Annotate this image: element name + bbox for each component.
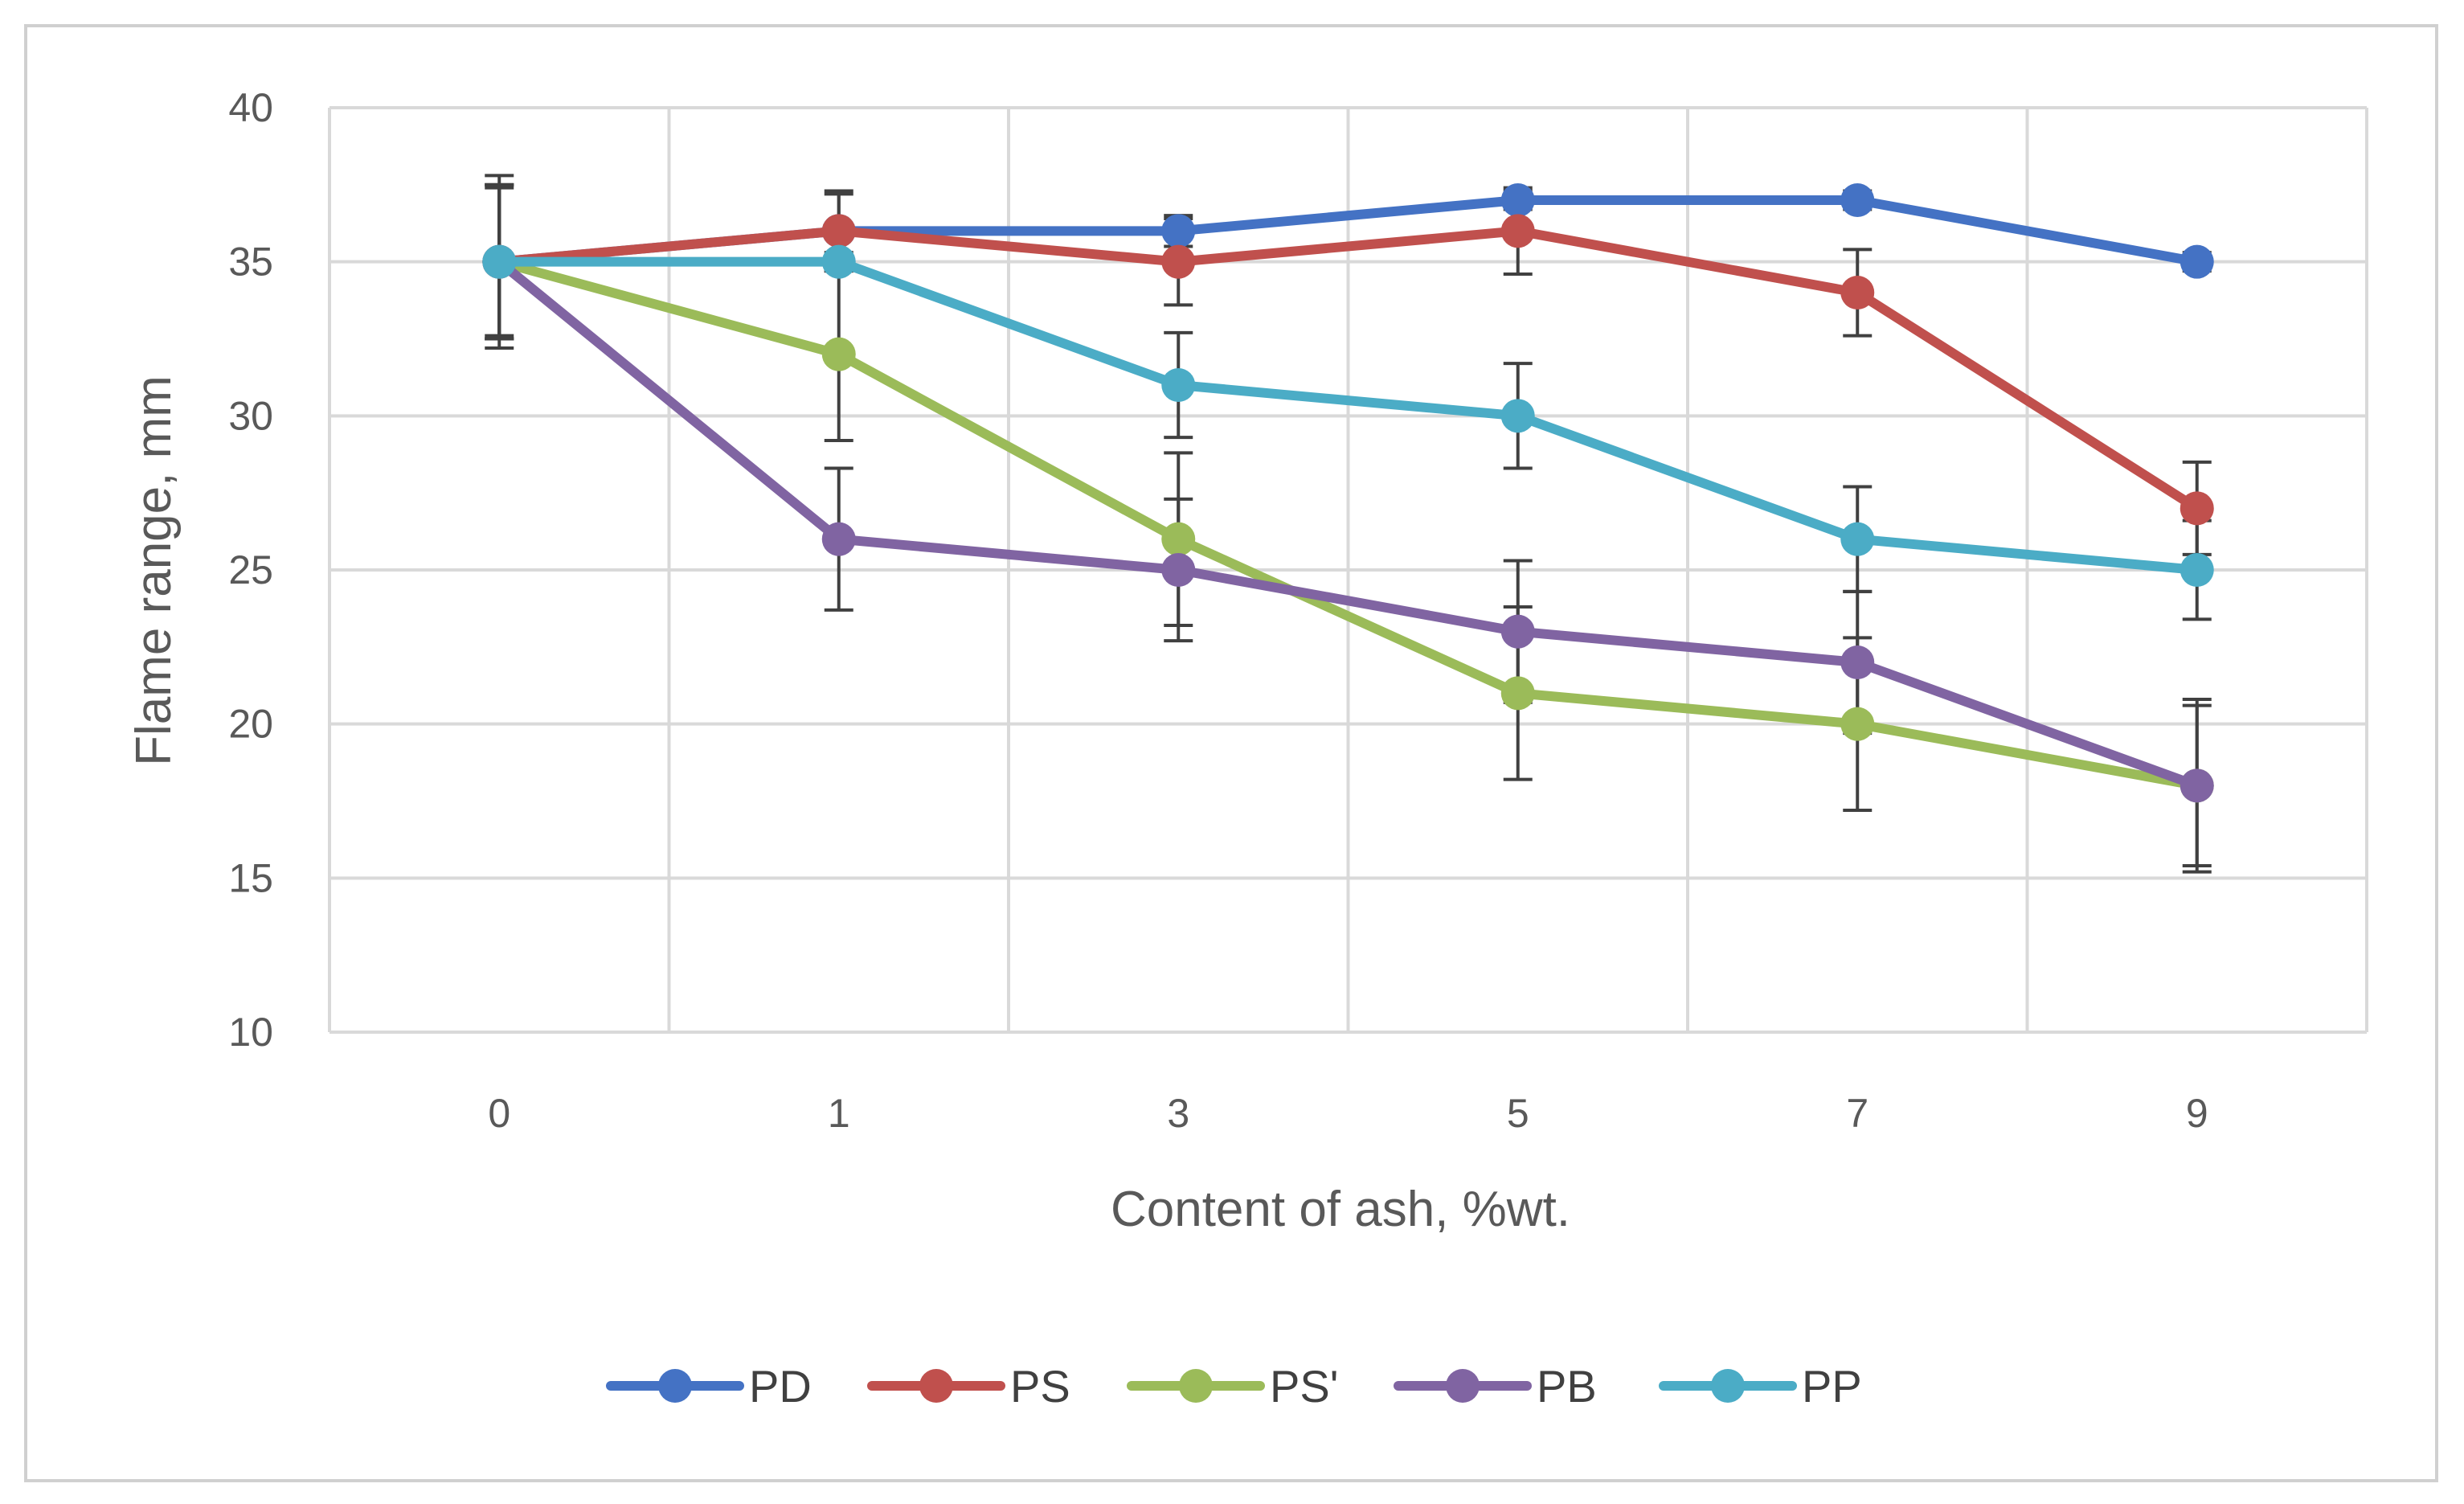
legend-marker — [1711, 1369, 1745, 1403]
series-line — [494, 256, 2202, 791]
legend-marker — [1446, 1369, 1480, 1403]
data-point — [1161, 368, 1196, 402]
data-point — [1840, 522, 1875, 556]
legend-item: PS' — [1127, 1361, 1338, 1412]
legend-marker — [658, 1369, 692, 1403]
legend-item: PB — [1394, 1361, 1597, 1412]
legend-marker — [919, 1369, 953, 1403]
data-point — [1500, 676, 1535, 711]
y-tick-label: 40 — [228, 85, 273, 130]
legend-label: PD — [749, 1361, 812, 1412]
data-point — [821, 244, 856, 279]
data-point — [1500, 214, 1535, 248]
series-line — [494, 256, 2202, 791]
data-point — [1840, 707, 1875, 741]
series-line — [494, 226, 2202, 514]
x-tick-label: 5 — [1507, 1091, 1529, 1136]
data-point — [1161, 553, 1196, 587]
x-axis-title: Content of ash, %wt. — [1111, 1182, 1570, 1237]
legend-label: PS — [1010, 1361, 1070, 1412]
series-pp — [482, 244, 2214, 587]
data-point — [1500, 183, 1535, 217]
legend-item: PP — [1659, 1361, 1862, 1412]
legend: PD PS PS' PB PP — [606, 1361, 1862, 1412]
data-point — [2180, 553, 2214, 587]
data-point — [821, 522, 856, 556]
y-tick-label: 25 — [228, 547, 273, 592]
data-point — [482, 244, 517, 279]
y-tick-label: 20 — [228, 702, 273, 747]
data-point — [1500, 614, 1535, 649]
data-point — [821, 337, 856, 371]
legend-item: PD — [606, 1361, 812, 1412]
data-point — [1840, 276, 1875, 309]
legend-marker — [1179, 1369, 1213, 1403]
y-tick-label: 35 — [228, 240, 273, 285]
x-tick-label: 3 — [1167, 1091, 1189, 1136]
x-tick-labels: 0 1 3 5 7 9 — [488, 1091, 2208, 1136]
y-axis-title: Flame range, mm — [126, 375, 182, 766]
y-tick-label: 10 — [228, 1010, 273, 1055]
data-point — [1840, 645, 1875, 679]
series-group — [482, 183, 2214, 803]
data-point — [1840, 183, 1875, 217]
y-tick-labels: 10 15 20 25 30 35 40 — [228, 85, 273, 1055]
legend-label: PB — [1537, 1361, 1597, 1412]
series-line — [494, 256, 2202, 575]
y-tick-label: 15 — [228, 855, 273, 900]
y-tick-label: 30 — [228, 393, 273, 438]
data-point — [1161, 214, 1196, 248]
x-tick-label: 7 — [1846, 1091, 1868, 1136]
data-point — [2180, 244, 2214, 279]
data-point — [1161, 244, 1196, 279]
data-point — [2180, 768, 2214, 803]
data-point — [821, 214, 856, 248]
legend-label: PS' — [1270, 1361, 1338, 1412]
data-point — [1161, 522, 1196, 556]
data-point — [1500, 399, 1535, 433]
legend-label: PP — [1802, 1361, 1862, 1412]
data-point — [2180, 491, 2214, 526]
series-ps — [482, 214, 2214, 526]
x-tick-label: 9 — [2186, 1091, 2208, 1136]
legend-item: PS — [867, 1361, 1070, 1412]
x-tick-label: 0 — [488, 1091, 510, 1136]
x-tick-label: 1 — [828, 1091, 850, 1136]
